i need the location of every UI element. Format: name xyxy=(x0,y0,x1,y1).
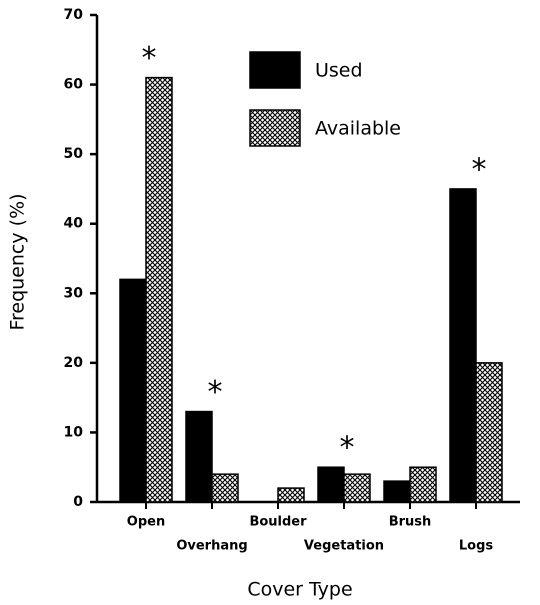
annotation: * xyxy=(142,41,157,76)
y-tick-label: 40 xyxy=(64,216,84,232)
annotation: * xyxy=(340,431,355,466)
y-tick-label: 20 xyxy=(64,355,84,371)
bar xyxy=(475,362,503,503)
bar xyxy=(185,410,213,503)
bar xyxy=(317,466,345,503)
bar xyxy=(343,473,371,503)
x-tick-label: Logs xyxy=(459,539,494,554)
annotation: * xyxy=(472,152,487,187)
x-axis-label: Cover Type xyxy=(247,579,352,601)
y-tick-label: 0 xyxy=(73,494,83,510)
legend-swatch xyxy=(249,109,301,147)
bar xyxy=(119,278,147,503)
y-tick-label: 30 xyxy=(64,285,84,301)
bar xyxy=(383,480,411,503)
bar xyxy=(277,487,305,503)
bar xyxy=(211,473,239,503)
annotation: * xyxy=(208,375,223,410)
legend-swatch xyxy=(249,51,301,89)
y-tick-label: 70 xyxy=(64,7,84,23)
x-tick-label: Overhang xyxy=(176,539,247,554)
legend-label: Used xyxy=(315,60,363,82)
y-tick-label: 10 xyxy=(64,424,84,440)
x-tick-label: Brush xyxy=(389,515,432,530)
bar xyxy=(145,76,173,503)
y-axis-label: Frequency (%) xyxy=(7,193,29,330)
x-tick-label: Boulder xyxy=(249,515,307,530)
legend-label: Available xyxy=(315,118,401,140)
y-tick-label: 50 xyxy=(64,146,84,162)
x-tick-label: Vegetation xyxy=(304,539,384,554)
y-tick-label: 60 xyxy=(64,77,84,93)
bar xyxy=(449,188,477,503)
bar xyxy=(409,466,437,503)
x-tick-label: Open xyxy=(127,515,165,530)
